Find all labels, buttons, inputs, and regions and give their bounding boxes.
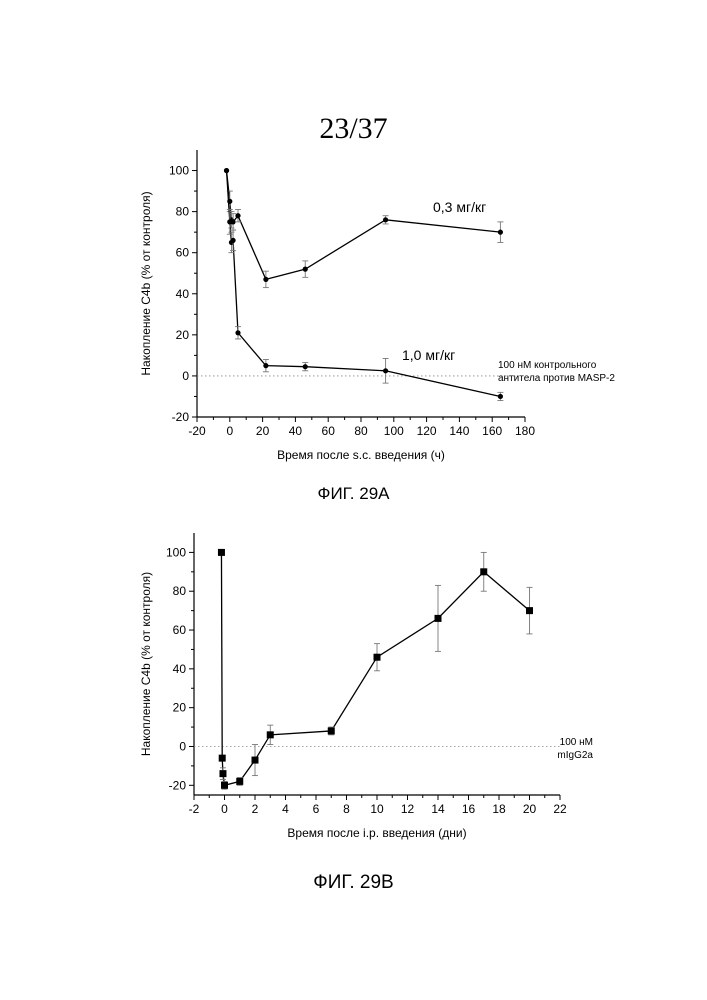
y-axis-label: Накопление C4b (% от контроля) — [139, 572, 153, 756]
x-tick-label: -2 — [189, 802, 200, 816]
x-tick-label: 20 — [523, 802, 537, 816]
x-axis-label: Время после i.p. введения (дни) — [287, 826, 466, 840]
x-tick-label: 14 — [431, 802, 445, 816]
reference-line-label: mIgG2a — [557, 750, 593, 761]
x-tick-label: 6 — [313, 802, 320, 816]
reference-line-label: 100 нМ — [560, 737, 593, 748]
data-point — [219, 770, 226, 777]
data-point — [219, 755, 226, 762]
y-tick-label: 80 — [173, 584, 187, 598]
x-tick-label: 10 — [370, 802, 384, 816]
x-tick-label: 18 — [492, 802, 506, 816]
data-point — [252, 757, 259, 764]
data-point — [218, 549, 225, 556]
x-tick-label: 2 — [252, 802, 259, 816]
x-tick-label: 12 — [401, 802, 415, 816]
series-line — [221, 552, 529, 785]
data-point — [374, 654, 381, 661]
data-point — [221, 782, 228, 789]
figure-caption-29b: ФИГ. 29B — [0, 872, 707, 894]
data-point — [480, 568, 487, 575]
x-tick-label: 4 — [282, 802, 289, 816]
y-tick-label: 40 — [173, 662, 187, 676]
data-point — [236, 778, 243, 785]
x-tick-label: 8 — [343, 802, 350, 816]
data-point — [526, 607, 533, 614]
data-point — [435, 615, 442, 622]
y-tick-label: 100 — [166, 545, 186, 559]
x-tick-label: 22 — [553, 802, 567, 816]
figure-caption-29a: ФИГ. 29A — [0, 484, 707, 504]
y-tick-label: -20 — [169, 778, 187, 792]
x-tick-label: 16 — [462, 802, 476, 816]
data-point — [267, 731, 274, 738]
y-tick-label: 20 — [173, 701, 187, 715]
y-tick-label: 0 — [179, 739, 186, 753]
data-point — [328, 727, 335, 734]
y-tick-label: 60 — [173, 623, 187, 637]
x-tick-label: 0 — [221, 802, 228, 816]
